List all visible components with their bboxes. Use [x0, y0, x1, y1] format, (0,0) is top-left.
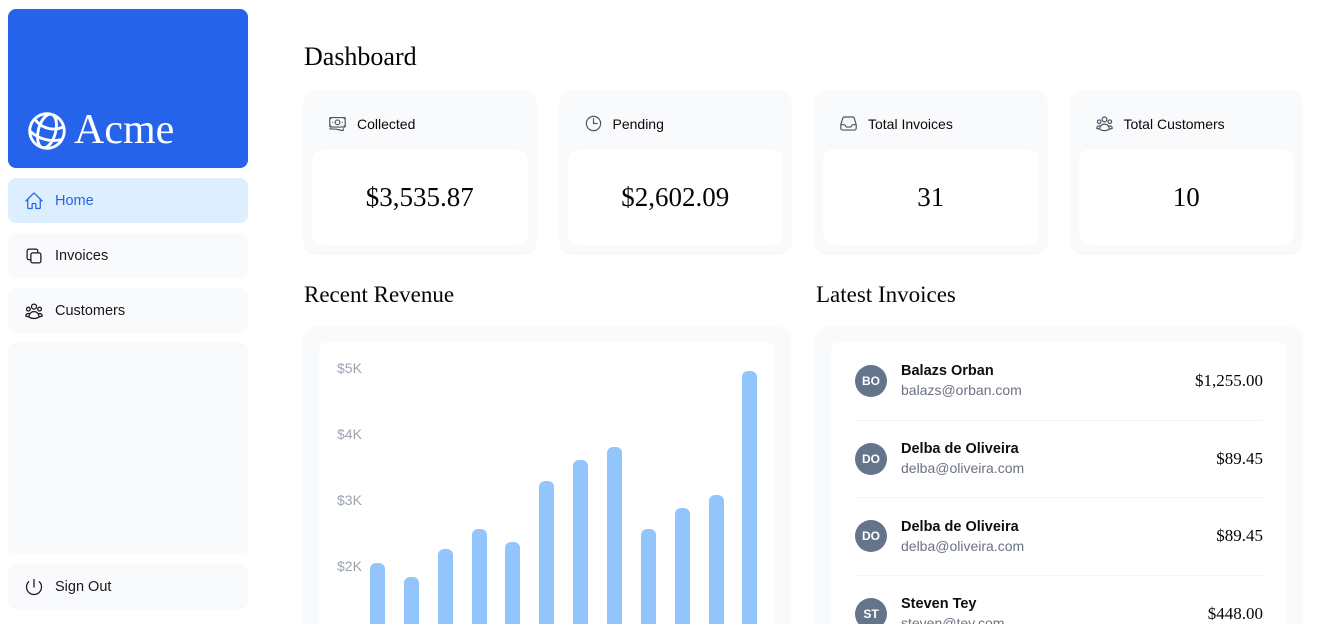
customer-name: Steven Tey [901, 596, 977, 613]
y-axis-label: $2K [337, 558, 362, 574]
sidebar-item[interactable]: Customers [8, 288, 248, 333]
power-icon [24, 577, 44, 597]
avatar: BO [855, 364, 887, 397]
brand-name: Acme [74, 107, 175, 154]
invoice-amount: $89.45 [1216, 448, 1263, 468]
revenue-bar [539, 480, 555, 624]
page-title: Dashboard [304, 42, 417, 71]
acme-logo[interactable]: Acme [8, 9, 248, 168]
inbox-icon [839, 114, 858, 133]
revenue-chart-panel: $5K $4K $3K $2K [304, 327, 790, 624]
clock-icon [584, 114, 603, 133]
banknotes-icon [328, 114, 347, 133]
user-group-icon [24, 301, 44, 321]
sidebar-item[interactable]: Invoices [8, 233, 248, 278]
home-icon [24, 191, 44, 211]
revenue-bar [505, 542, 521, 624]
y-axis-label: $5K [337, 360, 362, 376]
invoice-amount: $89.45 [1216, 526, 1263, 546]
stat-card: Total Customers 10 [1070, 90, 1302, 253]
revenue-bar [370, 563, 385, 624]
revenue-bar [742, 371, 758, 624]
customer-email: delba@oliveira.com [901, 460, 1025, 477]
sidebar-item[interactable]: Home [8, 178, 248, 223]
dashboard-panels: Recent Revenue $5K $4K $3K $2K Latest Invoi… [304, 283, 1302, 624]
stat-card: Collected $3,535.87 [304, 90, 536, 253]
revenue-bar [437, 549, 453, 624]
revenue-chart: $5K $4K $3K $2K [319, 342, 775, 624]
customer-name: Delba de Oliveira [901, 518, 1019, 535]
revenue-bar [471, 528, 487, 624]
customer-name: Delba de Oliveira [901, 441, 1019, 458]
revenue-bar [674, 508, 690, 624]
sidebar-item-label: Invoices [55, 247, 109, 264]
revenue-bar [573, 460, 589, 624]
main-content: Dashboard Collected $3,535.87 Pending $2… [304, 0, 1302, 624]
avatar: ST [855, 597, 887, 624]
stat-card-label: Collected [357, 115, 416, 132]
invoice-row: DO Delba de Oliveira delba@oliveira.com … [855, 419, 1263, 498]
stat-card: Total Invoices 31 [815, 90, 1047, 253]
latest-invoices-panel: BO Balazs Orban balazs@orban.com $1,255.… [816, 327, 1302, 624]
stat-card-value: 10 [1078, 149, 1294, 245]
stat-card-label: Pending [612, 115, 664, 132]
revenue-bar [708, 494, 724, 624]
stat-card-value: $2,602.09 [567, 149, 783, 245]
recent-revenue-title: Recent Revenue [304, 282, 455, 307]
avatar: DO [855, 520, 887, 553]
sidebar-item-label: Customers [55, 302, 126, 319]
stat-card: Pending $2,602.09 [559, 90, 791, 253]
revenue-bar [640, 528, 656, 624]
revenue-bar [403, 576, 419, 624]
invoice-list: BO Balazs Orban balazs@orban.com $1,255.… [831, 342, 1287, 624]
avatar: DO [855, 442, 887, 475]
invoice-amount: $448.00 [1207, 603, 1263, 623]
invoice-row: ST Steven Tey steven@tey.com $448.00 [855, 574, 1263, 624]
user-group-icon [1095, 114, 1114, 133]
sign-out-label: Sign Out [55, 578, 112, 595]
customer-name: Balazs Orban [901, 363, 994, 380]
customer-email: balazs@orban.com [901, 382, 1022, 399]
invoice-row: BO Balazs Orban balazs@orban.com $1,255.… [855, 342, 1263, 420]
stat-card-label: Total Customers [1123, 115, 1225, 132]
sidebar: Acme Home Invoices Customers Sign Out [0, 0, 256, 624]
y-axis-label: $3K [337, 492, 362, 508]
stat-card-value: $3,535.87 [312, 149, 528, 245]
sidebar-spacer [8, 343, 248, 554]
document-duplicate-icon [24, 246, 44, 266]
customer-email: steven@tey.com [901, 615, 1005, 624]
invoice-row: DO Delba de Oliveira delba@oliveira.com … [855, 497, 1263, 575]
stat-card-value: 31 [823, 149, 1039, 245]
customer-email: delba@oliveira.com [901, 537, 1025, 554]
latest-invoices-title: Latest Invoices [816, 282, 956, 307]
sign-out-button[interactable]: Sign Out [8, 564, 248, 609]
stat-card-label: Total Invoices [868, 115, 953, 132]
invoice-amount: $1,255.00 [1195, 370, 1263, 390]
sidebar-item-label: Home [55, 192, 94, 209]
stat-cards: Collected $3,535.87 Pending $2,602.09 To… [304, 90, 1302, 253]
revenue-bar [606, 446, 622, 624]
globe-icon [24, 108, 70, 154]
y-axis-label: $4K [337, 426, 362, 442]
latest-invoices-section: Latest Invoices BO Balazs Orban balazs@o… [816, 283, 1302, 624]
recent-revenue-section: Recent Revenue $5K $4K $3K $2K [304, 283, 790, 624]
sidebar-nav: Home Invoices Customers [8, 178, 248, 333]
